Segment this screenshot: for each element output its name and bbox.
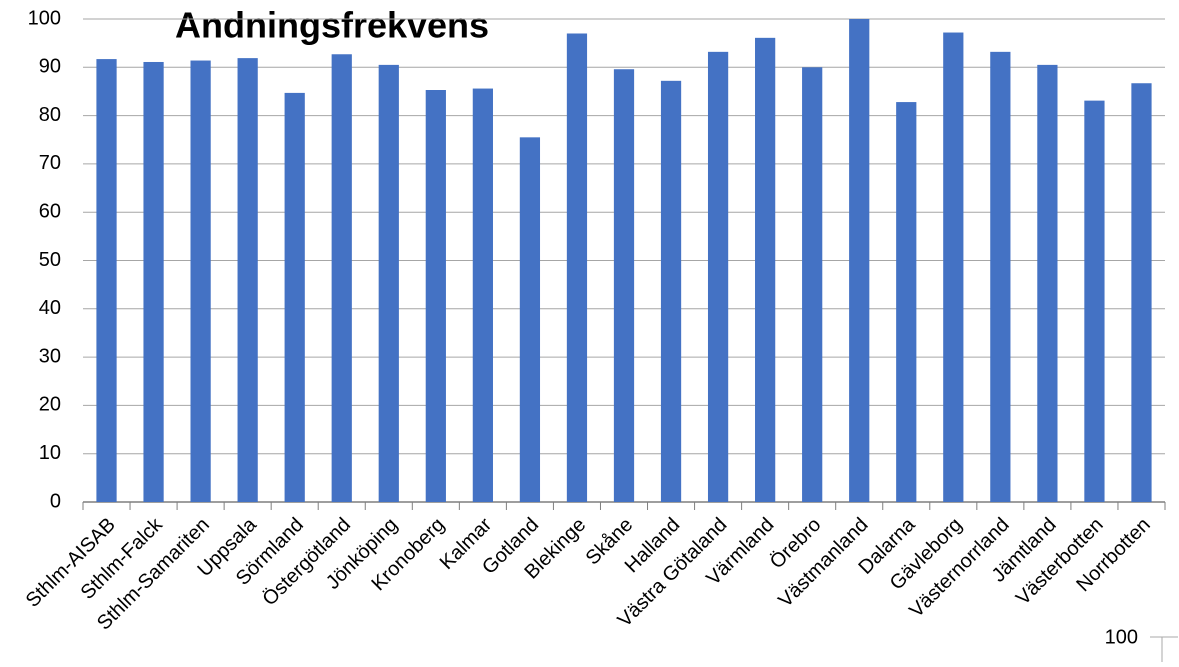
bar — [378, 64, 399, 502]
bar — [755, 37, 776, 502]
bar — [1131, 83, 1152, 502]
bar — [143, 61, 164, 502]
bar — [284, 92, 305, 503]
bar — [896, 102, 917, 503]
y-tick-label: 100 — [28, 7, 61, 29]
bar — [566, 33, 588, 503]
y-tick-label: 10 — [39, 442, 61, 464]
bar — [190, 60, 211, 503]
y-tick-label: 20 — [39, 394, 61, 416]
y-tick-label: 70 — [39, 152, 61, 174]
y-tick-label: 60 — [39, 200, 61, 222]
bar — [660, 80, 682, 502]
bar — [849, 19, 870, 502]
y-tick-label: 80 — [39, 104, 61, 126]
bar — [519, 137, 541, 502]
bar — [613, 69, 635, 503]
bar — [1037, 64, 1058, 502]
y-tick-label: 50 — [39, 249, 61, 271]
y-tick-label: 40 — [39, 297, 61, 319]
bar — [1084, 100, 1105, 502]
bar — [707, 51, 729, 503]
annotation: 100 — [1105, 626, 1138, 648]
bar — [990, 51, 1011, 503]
y-tick-label: 0 — [50, 490, 61, 512]
bar — [802, 67, 823, 503]
bar — [237, 58, 258, 503]
chart-title: Andningsfrekvens — [175, 5, 489, 46]
bar — [472, 88, 493, 502]
y-tick-label: 30 — [39, 345, 61, 367]
bar — [943, 32, 964, 503]
bar — [425, 90, 446, 502]
y-tick-label: 90 — [39, 56, 61, 78]
bar — [331, 54, 352, 502]
bar — [96, 59, 117, 503]
